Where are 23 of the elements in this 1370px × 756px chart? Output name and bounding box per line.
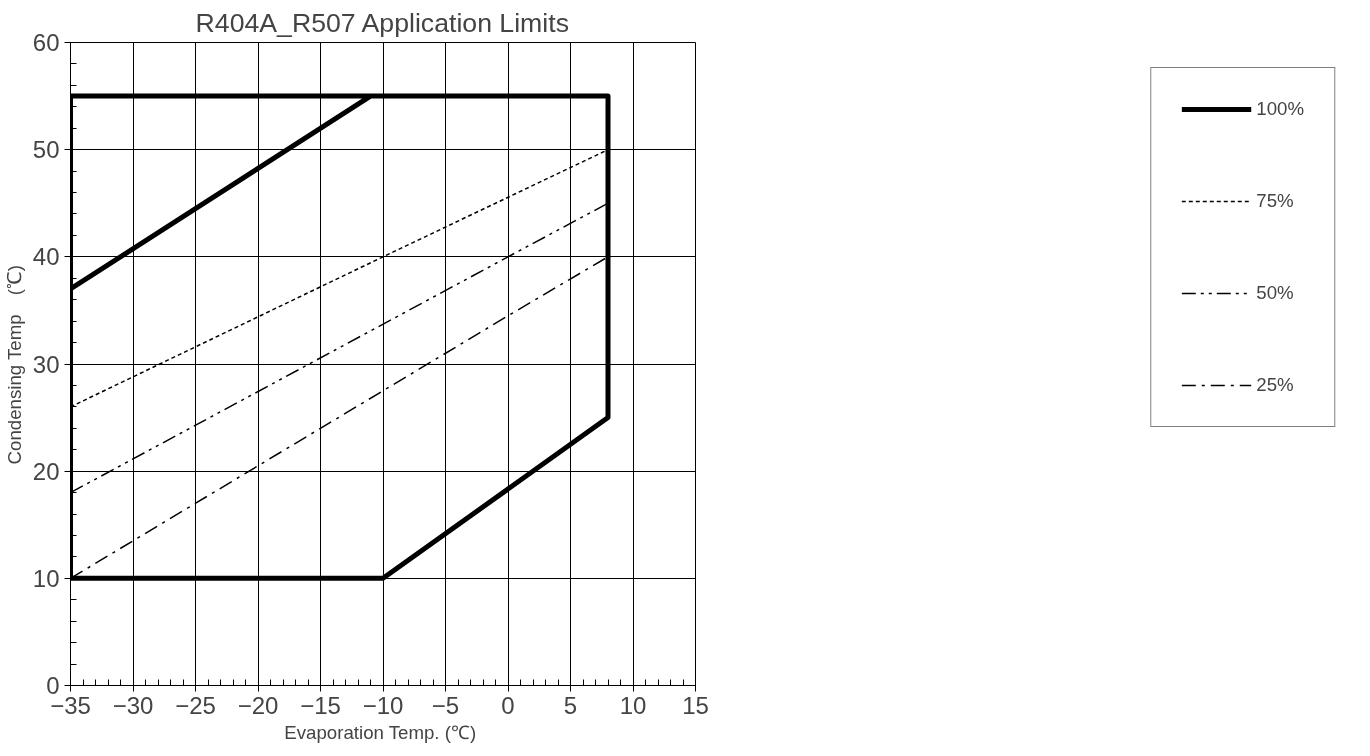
legend-label: 100%: [1256, 98, 1304, 120]
x-tick-label: −25: [175, 691, 216, 719]
x-tick-label: −5: [431, 691, 460, 719]
legend-label: 25%: [1256, 374, 1294, 396]
x-tick-label: −15: [300, 691, 341, 719]
y-tick-label: 50: [32, 136, 60, 164]
x-tick-label: 5: [563, 691, 578, 719]
y-axis-title: Condensing Temp (℃): [3, 264, 25, 465]
y-tick-label: 10: [32, 564, 60, 592]
legend-label: 50%: [1256, 282, 1294, 304]
x-tick-label: 15: [682, 691, 709, 719]
y-tick-label: 30: [32, 350, 60, 378]
y-tick-label: 60: [32, 29, 60, 56]
y-tick-label: 20: [32, 457, 60, 485]
x-tick-label: 10: [619, 691, 647, 719]
x-tick-label: −30: [112, 691, 154, 719]
y-tick-label: 40: [32, 243, 60, 271]
chart-title: R404A_R507 Application Limits: [195, 7, 569, 38]
x-tick-label: 0: [501, 691, 515, 719]
x-tick-label: −20: [237, 691, 279, 719]
x-tick-label: −10: [362, 691, 404, 719]
x-axis-title: Evaporation Temp. (℃): [284, 721, 477, 743]
legend-label: 75%: [1256, 190, 1294, 212]
